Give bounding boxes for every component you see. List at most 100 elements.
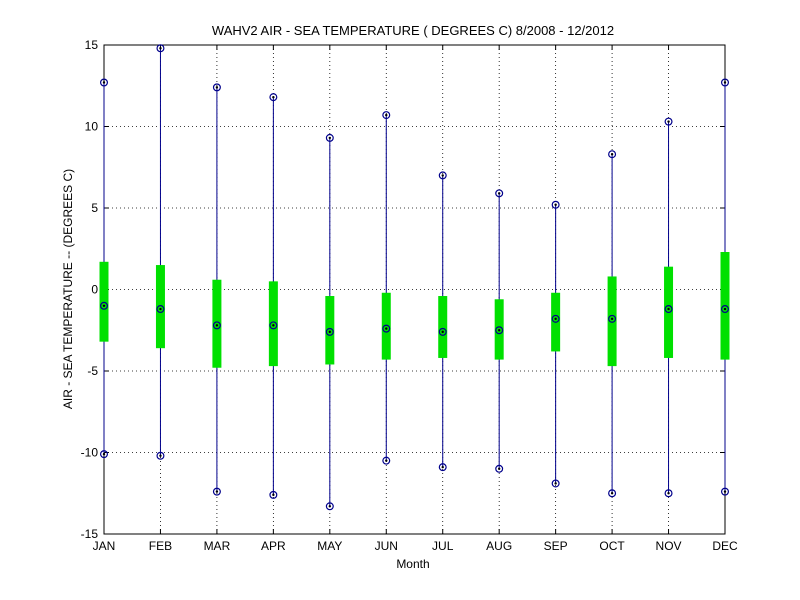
x-tick-label: APR (261, 539, 286, 553)
y-axis-label: AIR - SEA TEMPERATURE -- (DEGREES C) (61, 169, 75, 409)
median-marker-dot (102, 304, 106, 307)
median-marker (551, 314, 560, 323)
x-tick-label: DEC (712, 539, 738, 553)
iqr-box (438, 296, 448, 358)
median-marker-dot (441, 330, 444, 334)
x-tick-label: JUN (375, 539, 398, 553)
min-marker-dot (272, 493, 275, 497)
median-marker-dot (667, 307, 670, 311)
max-marker-dot (497, 192, 501, 195)
max-marker (438, 171, 447, 180)
min-marker (212, 487, 221, 496)
min-marker-dot (215, 490, 219, 493)
min-marker (269, 490, 278, 499)
min-marker (720, 487, 729, 496)
x-tick-label: MAR (204, 539, 231, 553)
y-tick-label: 5 (91, 201, 98, 215)
max-marker (382, 111, 391, 120)
min-marker (664, 489, 673, 498)
min-marker-dot (102, 452, 106, 456)
plot-background (104, 45, 725, 534)
median-marker-dot (328, 330, 332, 334)
iqr-box (381, 292, 391, 360)
min-marker-dot (667, 492, 670, 495)
min-marker-dot (610, 492, 614, 495)
median-marker-dot (723, 307, 727, 311)
min-marker-dot (159, 454, 162, 457)
x-tick-label: SEP (544, 539, 568, 553)
min-marker-dot (385, 459, 388, 462)
max-marker-dot (159, 47, 162, 50)
min-marker (438, 463, 447, 472)
median-marker (212, 321, 221, 330)
min-marker (99, 450, 108, 459)
median-marker-dot (610, 317, 614, 321)
median-marker (99, 301, 108, 310)
max-marker-dot (272, 95, 275, 99)
iqr-box (99, 261, 109, 342)
median-marker (438, 327, 447, 336)
y-tick-label: 0 (91, 283, 98, 297)
median-marker-dot (385, 327, 388, 330)
median-marker-dot (159, 307, 162, 311)
x-tick-label: JUL (432, 539, 454, 553)
median-marker (608, 314, 617, 323)
x-tick-label: FEB (149, 539, 172, 553)
median-marker-dot (272, 324, 275, 327)
max-marker-dot (723, 81, 727, 84)
min-marker-dot (723, 490, 727, 493)
iqr-box (212, 279, 222, 368)
min-marker-dot (554, 482, 557, 485)
x-tick-label: OCT (599, 539, 625, 553)
x-axis-label: Month (396, 557, 429, 571)
min-marker-dot (497, 467, 501, 470)
x-tick-label: JAN (93, 539, 116, 553)
iqr-box (607, 276, 617, 367)
max-marker (99, 78, 108, 87)
max-marker (212, 83, 221, 92)
max-marker-dot (610, 153, 614, 156)
iqr-box (268, 281, 278, 367)
median-marker-dot (497, 329, 501, 332)
min-marker (325, 502, 334, 511)
min-marker (156, 451, 165, 460)
min-marker (382, 456, 391, 465)
max-marker-dot (385, 113, 388, 117)
min-marker-dot (328, 505, 332, 508)
y-tick-label: 10 (85, 120, 99, 134)
median-marker (269, 321, 278, 330)
median-marker (382, 324, 391, 333)
chart-title: WAHV2 AIR - SEA TEMPERATURE ( DEGREES C)… (212, 23, 614, 38)
median-marker (664, 305, 673, 314)
max-marker (551, 200, 560, 209)
iqr-box (325, 296, 335, 365)
max-marker-dot (441, 174, 444, 177)
max-marker (720, 78, 729, 87)
y-tick-label: -15 (81, 527, 99, 541)
y-tick-label: -5 (87, 364, 98, 378)
min-marker (551, 479, 560, 488)
min-marker-dot (441, 465, 444, 469)
max-marker-dot (667, 120, 670, 123)
median-marker (156, 305, 165, 314)
median-marker (720, 305, 729, 314)
max-marker (269, 93, 278, 102)
max-marker (495, 189, 504, 198)
max-marker (325, 133, 334, 142)
median-marker (495, 326, 504, 335)
iqr-box (155, 265, 165, 349)
median-marker (325, 327, 334, 336)
max-marker (664, 117, 673, 126)
y-tick-label: 15 (85, 38, 99, 52)
max-marker-dot (215, 86, 219, 89)
max-marker (608, 150, 617, 159)
plot-area: -15 -10 -5 0 5 10 15 JAN FEB MAR APR MAY JUN JUL AUG SE… (81, 38, 738, 553)
x-tick-label: NOV (656, 539, 682, 553)
min-marker (495, 464, 504, 473)
median-marker-dot (554, 317, 557, 321)
max-marker-dot (554, 203, 557, 206)
x-tick-label: AUG (486, 539, 512, 553)
median-marker-dot (215, 324, 219, 327)
max-marker-dot (102, 81, 106, 84)
